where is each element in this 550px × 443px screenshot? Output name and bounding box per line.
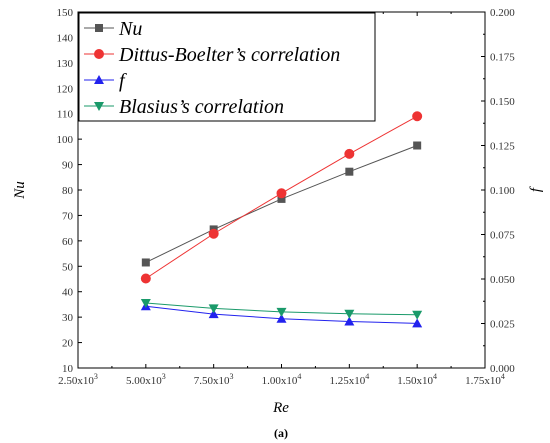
legend-label: Blasius’s correlation (119, 96, 284, 118)
data-point (140, 299, 151, 309)
data-point (140, 273, 151, 284)
y-right-tick-label: 0.200 (490, 7, 515, 19)
legend-marker (94, 102, 104, 111)
y-left-tick-label: 120 (57, 83, 74, 95)
y-right-tick-label: 0.175 (490, 52, 515, 64)
data-point (345, 167, 354, 176)
y-left-tick-label: 150 (57, 7, 74, 19)
x-tick-label-exponent: 4 (433, 372, 437, 381)
legend-marker (94, 75, 104, 84)
x-tick-label: 2.50x103 (58, 372, 98, 387)
legend-marker (95, 24, 103, 32)
y-left-tick-label: 40 (62, 287, 74, 299)
data-point (412, 111, 423, 122)
y-left-tick-label: 90 (62, 160, 74, 172)
y-right-tick-label: 0.125 (490, 141, 515, 153)
data-point (276, 188, 287, 199)
x-tick-label: 1.00x104 (262, 372, 302, 387)
y-left-tick-label: 70 (62, 210, 74, 222)
data-point (277, 194, 286, 203)
y-right-axis-title: f (528, 186, 544, 192)
y-right-tick-label: 0.150 (490, 96, 515, 108)
x-tick-label: 7.50x103 (194, 372, 234, 387)
data-point (208, 228, 219, 239)
y-left-tick-label: 140 (57, 32, 74, 44)
y-left-tick-label: 130 (57, 58, 74, 70)
x-tick-label: 1.75x104 (465, 372, 505, 387)
y-left-tick-label: 50 (62, 261, 74, 273)
x-tick-label: 5.00x103 (126, 372, 166, 387)
y-left-tick-label: 100 (57, 134, 74, 146)
data-point (208, 309, 219, 319)
series-layer (140, 111, 423, 328)
y-left-tick-label: 80 (62, 185, 74, 197)
x-tick-label-exponent: 3 (230, 372, 234, 381)
legend: Nu Dittus-Boelter’s correlation f Blasius’s… (78, 12, 376, 122)
data-point (276, 313, 287, 323)
y-right-tick-label: 0.050 (490, 274, 515, 286)
y-right-tick-label: 0.075 (490, 230, 515, 242)
y-left-tick-label: 60 (62, 236, 74, 248)
data-point (344, 309, 355, 319)
series-line (145, 145, 418, 263)
legend-label: f (119, 70, 127, 92)
y-right-tick-label: 0.100 (490, 185, 515, 197)
x-tick-label: 1.50x104 (397, 372, 437, 387)
data-point (208, 304, 219, 314)
data-point (412, 318, 423, 328)
data-point (412, 310, 423, 320)
x-tick-label-exponent: 4 (365, 372, 369, 381)
data-point (344, 148, 355, 159)
y-left-axis-title: Nu (12, 181, 28, 200)
x-axis-title: Re (272, 400, 289, 416)
series-0 (141, 141, 422, 267)
x-tick-label-exponent: 3 (162, 372, 166, 381)
y-right-tick-label: 0.025 (490, 319, 515, 331)
data-point (413, 141, 422, 150)
data-point (141, 258, 150, 267)
y-left-tick-label: 20 (62, 338, 74, 350)
legend-marker (94, 49, 104, 59)
ticks: 2.50x103 5.00x103 7.50x103 1.00x104 1.25x104… (57, 7, 516, 387)
figure-caption: (a) (274, 426, 288, 440)
data-point (344, 316, 355, 326)
series-3 (140, 299, 423, 320)
legend-label: Nu (118, 18, 142, 40)
y-left-tick-label: 10 (62, 363, 74, 375)
x-tick-label-exponent: 3 (94, 372, 98, 381)
y-left-tick-label: 110 (57, 109, 74, 121)
y-right-tick-label: 0.000 (490, 363, 515, 375)
y-left-tick-label: 30 (62, 312, 74, 324)
series-1 (140, 111, 423, 284)
data-point (276, 307, 287, 317)
legend-box (78, 12, 376, 122)
x-tick-label-exponent: 4 (297, 372, 301, 381)
legend-label: Dittus-Boelter’s correlation (118, 44, 340, 66)
x-tick-label: 1.25x104 (329, 372, 369, 387)
x-tick-label-exponent: 4 (501, 372, 505, 381)
